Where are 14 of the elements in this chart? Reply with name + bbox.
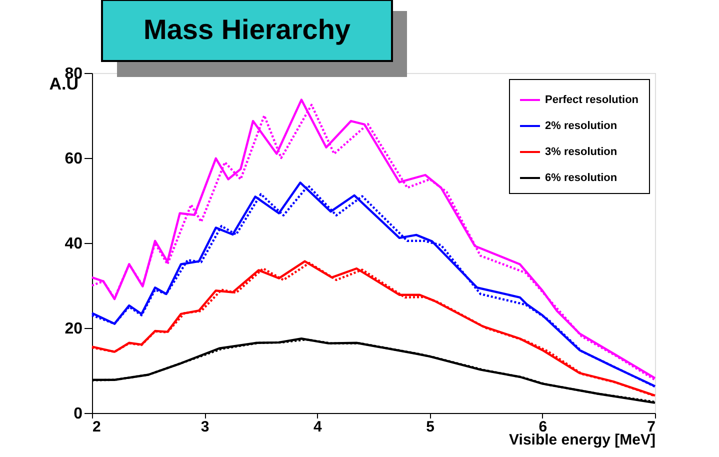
y-tick-label: 40 <box>64 236 83 252</box>
x-tick-label: 4 <box>314 418 323 436</box>
x-tick-label: 2 <box>92 418 101 436</box>
legend-label: 2% resolution <box>545 120 618 132</box>
x-tick-label: 5 <box>426 418 434 436</box>
y-tick-label: 60 <box>64 150 83 168</box>
y-tick-label: 0 <box>74 406 83 422</box>
y-tick-label: 20 <box>64 320 83 338</box>
legend-label: 3% resolution <box>545 146 618 158</box>
chart-title: Mass Hierarchy <box>143 14 351 45</box>
legend-label: 6% resolution <box>545 172 618 184</box>
x-axis-title: Visible energy [MeV] <box>509 432 656 448</box>
x-tick-label: 3 <box>200 418 210 436</box>
legend-label: Perfect resolution <box>545 94 639 106</box>
